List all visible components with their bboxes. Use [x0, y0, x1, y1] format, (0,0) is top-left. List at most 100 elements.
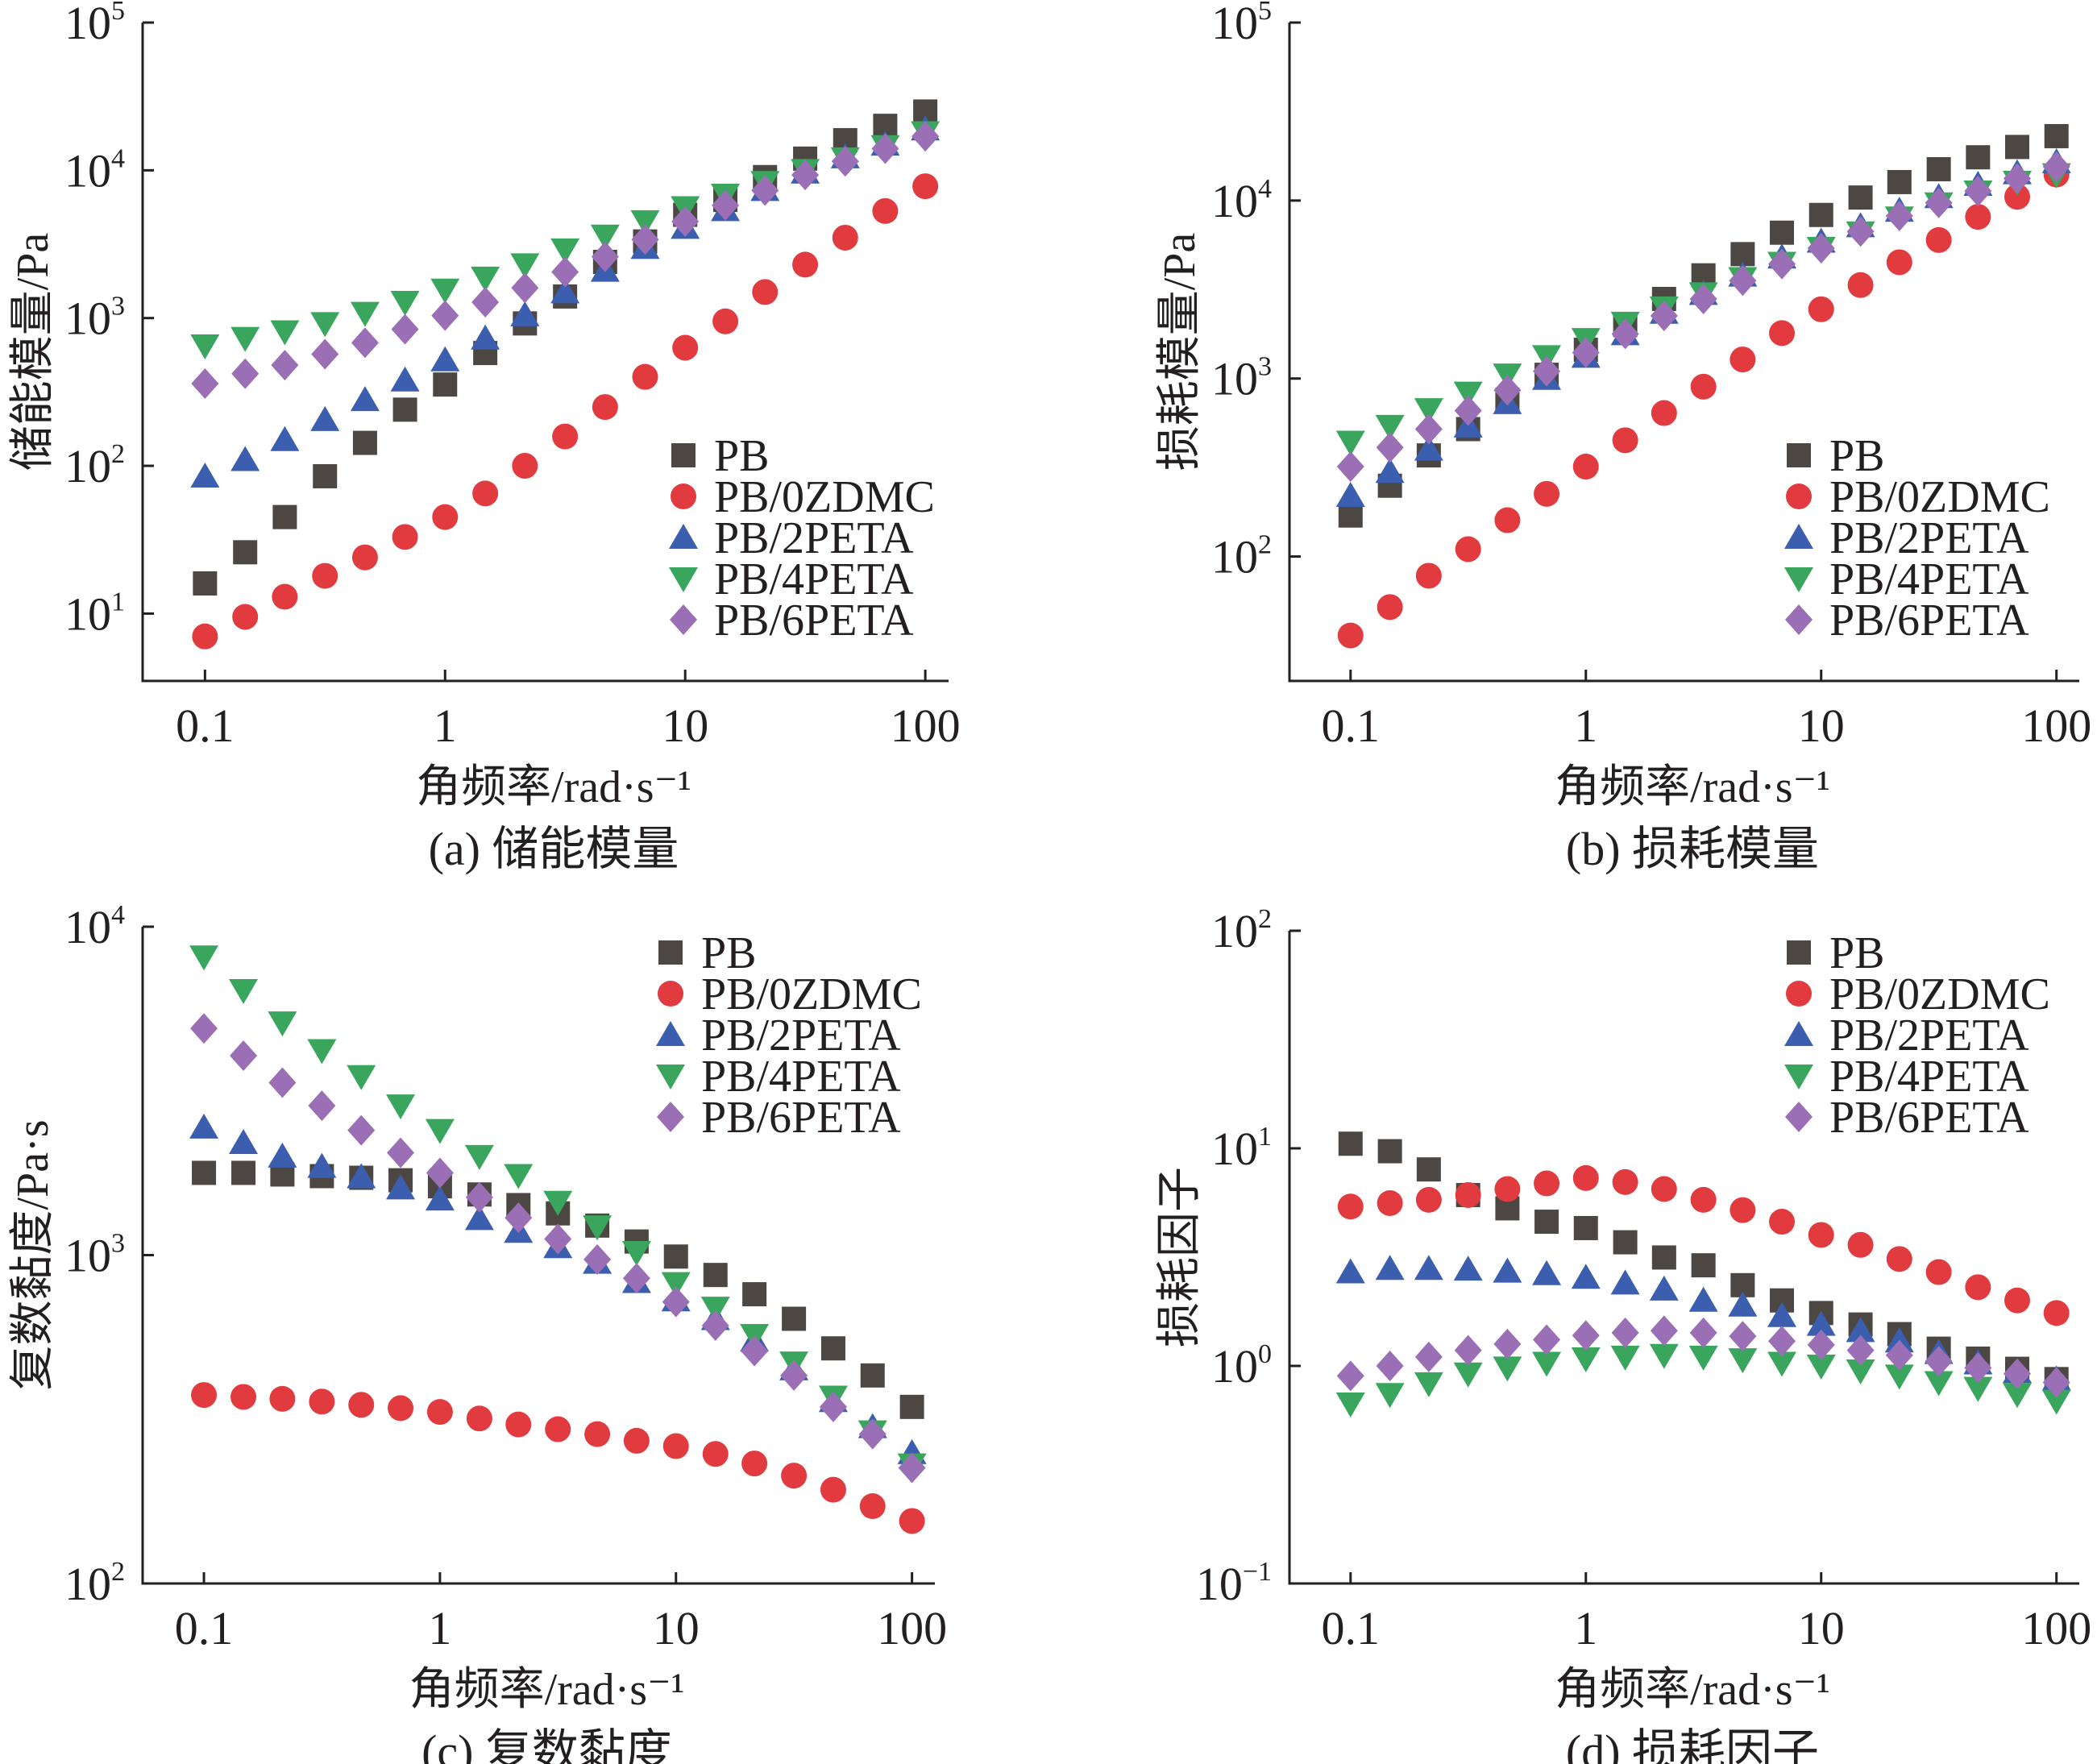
data-point — [662, 1286, 690, 1318]
data-point — [466, 1405, 492, 1432]
data-point — [1730, 1197, 1756, 1223]
data-point — [831, 146, 859, 177]
y-tick-label: 102 — [1211, 530, 1272, 583]
data-point — [386, 1174, 416, 1200]
panel-caption: (a) 储能模量 — [429, 823, 679, 875]
data-point — [1649, 1343, 1679, 1369]
data-point — [1494, 507, 1521, 533]
data-point — [426, 1157, 454, 1189]
data-point — [702, 1441, 729, 1467]
data-point — [899, 1508, 925, 1534]
data-point — [1808, 202, 1833, 227]
data-point — [1414, 398, 1443, 424]
data-point — [307, 1152, 337, 1178]
data-point — [1769, 320, 1796, 347]
data-point — [1534, 480, 1560, 507]
legend-entry: PB/0ZDMC — [701, 969, 922, 1019]
data-point — [1767, 1301, 1797, 1327]
data-point — [190, 1013, 218, 1044]
legend-marker — [671, 443, 696, 467]
data-point — [1807, 232, 1835, 264]
data-point — [1336, 1360, 1364, 1392]
data-point — [792, 251, 819, 278]
data-point — [552, 423, 579, 450]
x-tick-label: 10 — [1798, 699, 1845, 752]
data-point — [712, 189, 740, 221]
data-point — [912, 173, 939, 200]
data-point — [832, 224, 858, 251]
data-point — [390, 291, 420, 317]
data-point — [2041, 1389, 2071, 1415]
data-point — [1964, 176, 1992, 207]
data-point — [270, 425, 300, 451]
data-point — [1416, 1157, 1441, 1182]
data-point — [1377, 1189, 1403, 1216]
legend-marker — [656, 1065, 685, 1090]
data-point — [386, 1094, 416, 1120]
data-point — [872, 197, 899, 224]
data-point — [230, 326, 260, 352]
data-point — [311, 338, 339, 370]
x-tick-label: 10 — [653, 1602, 700, 1654]
data-point — [1651, 1176, 1677, 1202]
data-point — [1651, 400, 1677, 426]
legend-entry: PB — [1829, 431, 1885, 481]
data-point — [1887, 169, 1912, 194]
data-point — [432, 504, 459, 530]
data-point — [313, 463, 338, 488]
data-point — [310, 405, 340, 431]
data-point — [1691, 1253, 1716, 1278]
data-point — [1534, 1210, 1559, 1235]
data-point — [1337, 622, 1364, 649]
data-point — [191, 368, 219, 400]
data-point — [192, 623, 218, 650]
data-point — [545, 1416, 571, 1442]
data-point — [1925, 226, 1952, 253]
data-point — [347, 1065, 376, 1090]
y-tick-label: 102 — [64, 439, 125, 492]
data-point — [2002, 1383, 2032, 1409]
data-point — [268, 1142, 297, 1168]
data-point — [471, 287, 500, 318]
data-point — [1375, 458, 1405, 484]
y-tick-label: 104 — [1211, 174, 1272, 227]
data-point — [1453, 1362, 1483, 1388]
data-point — [623, 1427, 650, 1454]
data-point — [464, 1144, 494, 1170]
legend-entry: PB/0ZDMC — [1829, 472, 2050, 522]
legend-marker — [1785, 604, 1813, 635]
data-point — [1768, 1326, 1796, 1357]
legend-entry: PB/4PETA — [714, 554, 914, 604]
legend-marker — [658, 940, 683, 965]
data-point — [1886, 249, 1912, 276]
data-point — [1375, 1383, 1405, 1409]
data-point — [232, 604, 259, 630]
data-point — [1493, 375, 1522, 406]
data-point — [392, 524, 418, 550]
data-point — [621, 1240, 651, 1266]
y-tick-label: 103 — [64, 1229, 125, 1282]
data-point — [350, 301, 380, 327]
data-point — [190, 334, 220, 360]
data-point — [898, 1452, 926, 1484]
data-point — [1532, 1260, 1562, 1285]
data-point — [781, 1463, 808, 1489]
legend-marker — [1784, 1065, 1813, 1090]
data-point — [1769, 1209, 1796, 1235]
y-tick-label: 105 — [64, 0, 125, 49]
data-point — [1533, 355, 1561, 387]
data-point — [1414, 413, 1443, 445]
legend-marker — [1786, 484, 1812, 509]
data-point — [312, 562, 338, 589]
x-tick-label: 100 — [2021, 699, 2091, 752]
data-point — [672, 334, 699, 361]
data-point — [1688, 1286, 1718, 1312]
data-point — [270, 320, 300, 346]
data-point — [1493, 1257, 1522, 1283]
data-point — [1886, 1246, 1912, 1272]
y-tick-label: 102 — [1211, 904, 1272, 957]
data-point — [309, 1388, 335, 1415]
data-point — [472, 480, 499, 507]
data-point — [1571, 1264, 1601, 1289]
